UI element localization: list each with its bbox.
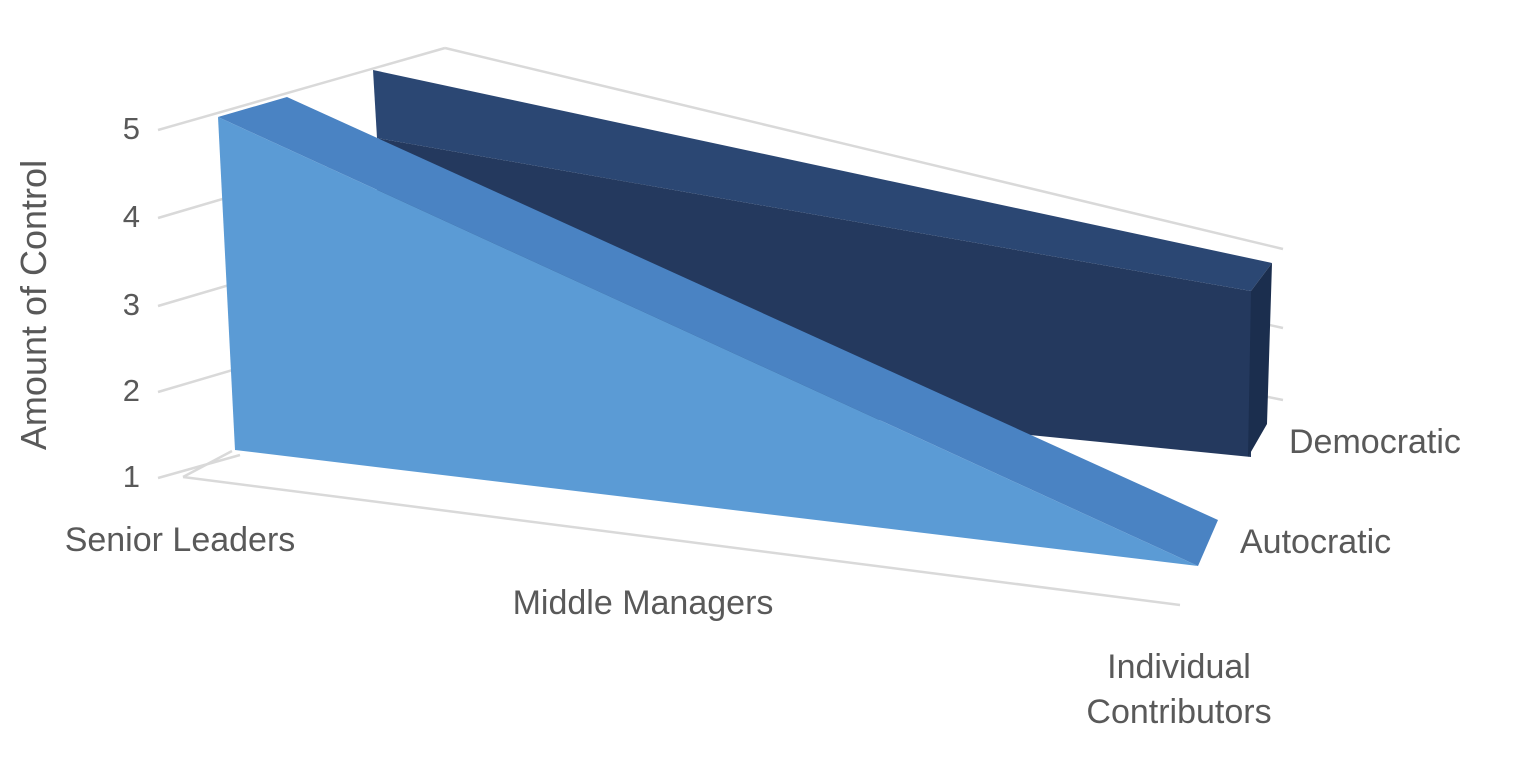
gridline-side-5 <box>157 46 446 132</box>
category-label-senior-leaders: Senior Leaders <box>64 521 296 559</box>
y-tick-4: 4 <box>122 199 140 234</box>
category-label-middle-managers: Middle Managers <box>512 584 774 622</box>
y-tick-3: 3 <box>122 287 140 322</box>
y-tick-5: 5 <box>122 111 140 146</box>
category-label-individual-contributors: Individual Contributors <box>1086 648 1272 731</box>
series-label-autocratic: Autocratic <box>1240 523 1392 561</box>
floor-front-edge <box>182 475 1181 607</box>
y-axis-title: Amount of Control <box>13 159 54 451</box>
floor-left-edge <box>182 449 233 479</box>
autocratic-series-shape <box>218 97 1218 566</box>
y-tick-2: 2 <box>122 373 140 408</box>
y-tick-1: 1 <box>122 459 140 494</box>
autocratic-top-face <box>218 97 1218 566</box>
democratic-end-face <box>1248 263 1272 457</box>
gridline-back-5 <box>444 46 1284 251</box>
series-label-democratic: Democratic <box>1289 423 1461 461</box>
democratic-top-face <box>373 70 1272 291</box>
autocratic-front-face <box>218 117 1198 566</box>
gridline-side-1 <box>157 453 241 480</box>
